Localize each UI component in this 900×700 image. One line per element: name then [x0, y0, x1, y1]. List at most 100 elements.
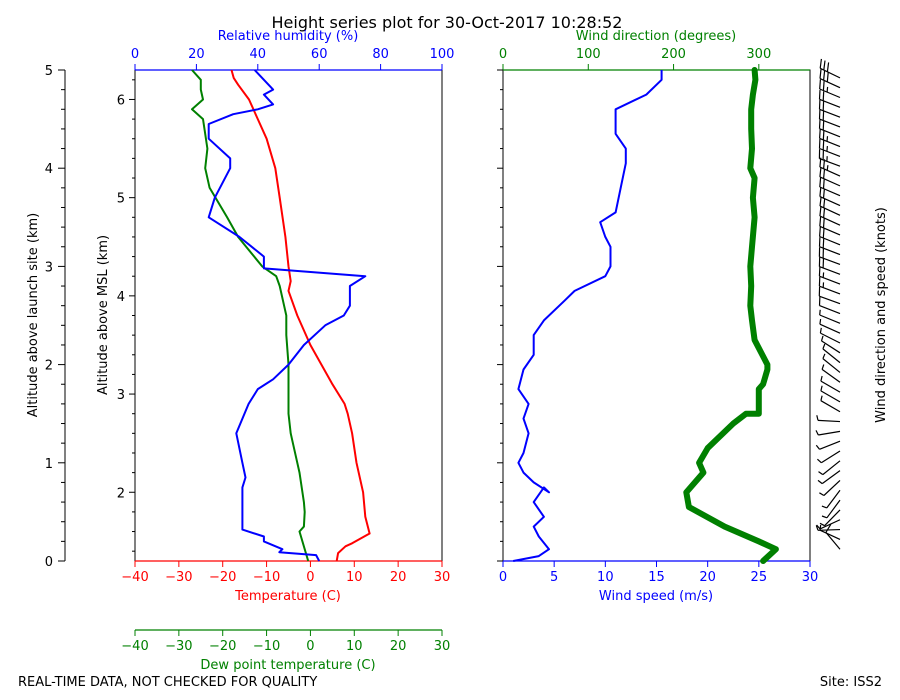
wind-barb — [818, 430, 841, 436]
outer-alt-tick-label: 1 — [45, 457, 53, 472]
wind-barb — [819, 108, 841, 118]
wind-barb-half-feather — [818, 471, 824, 476]
thermo-frame — [134, 69, 443, 562]
msl-alt-tick-label: 5 — [117, 192, 125, 207]
wind-barb — [821, 340, 841, 354]
wind-barb-half-feather — [819, 492, 825, 497]
wind-barb — [819, 196, 841, 207]
temperature-tick-label: 20 — [390, 570, 407, 585]
wind-barb-half-feather — [826, 165, 829, 171]
wind-barb-half-feather — [821, 364, 825, 370]
wind-barb — [826, 499, 841, 519]
wind-barb — [819, 285, 841, 295]
wind-barb-feather — [819, 206, 822, 217]
wind-barb-feather — [819, 187, 822, 197]
wind-barb — [819, 266, 841, 275]
wind-barb — [819, 295, 841, 305]
wind-barb-half-feather — [819, 327, 822, 334]
wind-barb — [817, 528, 841, 531]
outer-altitude-label: Altitude above launch site (km) — [26, 213, 41, 417]
temperature-tick-label: −40 — [121, 570, 148, 585]
wind-barb — [819, 235, 841, 246]
wind-barb — [819, 166, 841, 177]
wind-barb — [819, 88, 841, 99]
wind-barb-half-feather — [826, 146, 828, 152]
wind-barb-feather — [819, 226, 821, 237]
wind-barb — [820, 450, 841, 464]
wind-barb-half-feather — [816, 415, 819, 421]
wind-barb — [819, 98, 841, 108]
temperature-axis-label: Temperature (C) — [234, 589, 341, 604]
wind-barb — [819, 215, 841, 226]
footer-site: Site: ISS2 — [820, 675, 882, 690]
temperature-tick-label: −20 — [209, 570, 236, 585]
wind-barb — [819, 67, 841, 79]
humidity-line — [207, 69, 367, 562]
figure-title: Height series plot for 30-Oct-2017 10:28… — [272, 13, 623, 32]
wind-barb-feather — [822, 228, 825, 239]
wind-barb-half-feather — [817, 479, 823, 485]
msl-alt-tick-label: 6 — [117, 93, 125, 108]
speed-tick-label: 10 — [597, 570, 614, 585]
direction-axis-label: Wind direction (degrees) — [576, 29, 736, 44]
wind-barb-half-feather — [816, 524, 821, 530]
wind-barb-half-feather — [819, 522, 825, 527]
wind-barb-feather — [819, 216, 822, 227]
rh-tick-label: 80 — [372, 47, 389, 62]
wind-barb-feather — [823, 70, 826, 81]
wind-barb-half-feather — [821, 515, 828, 519]
wind-barb-half-feather — [815, 430, 819, 436]
wind-barb-feather — [825, 523, 832, 533]
speed-tick-label: 15 — [648, 570, 665, 585]
rh-axis-label: Relative humidity (%) — [218, 29, 359, 44]
wind-barb-half-feather — [815, 444, 820, 450]
wind-barb-half-feather — [819, 319, 822, 325]
wind-barb-feather — [823, 198, 826, 208]
rh-tick-label: 40 — [250, 47, 267, 62]
speed-axis-label: Wind speed (m/s) — [599, 589, 713, 604]
wind-barb — [819, 323, 841, 334]
wind-speed-line — [513, 70, 663, 562]
wind-barb — [819, 275, 841, 285]
dewpoint-tick-label: −10 — [253, 639, 280, 654]
wind-barb — [820, 380, 841, 393]
wind-barb-half-feather — [821, 505, 828, 509]
wind-barb-feather — [822, 130, 825, 140]
outer-alt-tick-label: 5 — [45, 64, 53, 79]
wind-barb — [819, 246, 841, 256]
wind-barb-feather — [826, 72, 829, 82]
wind-barb-feather — [822, 140, 825, 150]
barb-axis-label: Wind direction and speed (knots) — [874, 207, 889, 423]
wind-barb — [819, 118, 841, 128]
wind-barb-half-feather — [826, 86, 829, 93]
wind-barb — [819, 205, 841, 216]
outer-alt-tick-label: 4 — [45, 162, 53, 177]
rh-tick-label: 60 — [311, 47, 328, 62]
wind-barb — [820, 332, 841, 344]
temperature-tick-label: 10 — [346, 570, 363, 585]
direction-tick-label: 100 — [576, 47, 601, 62]
wind-barb-feather — [819, 167, 822, 177]
wind-barb — [819, 225, 841, 236]
wind-barb-half-feather — [819, 309, 821, 316]
wind-barb-feather — [826, 62, 830, 72]
speed-tick-label: 5 — [550, 570, 558, 585]
temperature-tick-label: −30 — [165, 570, 192, 585]
wind-barb-feather — [822, 238, 825, 249]
wind-barb — [821, 470, 841, 485]
direction-tick-label: 0 — [499, 47, 507, 62]
wind-barb-feather — [819, 58, 822, 69]
wind-barb-feather — [818, 89, 821, 100]
msl-alt-tick-label: 3 — [117, 388, 125, 403]
speed-tick-label: 30 — [802, 570, 819, 585]
wind-barb — [819, 256, 841, 265]
wind-barb — [819, 137, 841, 148]
wind-barb-feather — [822, 179, 825, 189]
dewpoint-tick-label: −40 — [121, 639, 148, 654]
msl-altitude-label: Altitude above MSL (km) — [96, 235, 111, 395]
dewpoint-tick-label: −30 — [165, 639, 192, 654]
wind-barb — [823, 480, 841, 496]
wind-barb-feather — [822, 218, 825, 228]
wind-barb-half-feather — [822, 353, 826, 359]
wind-barb — [819, 186, 841, 197]
